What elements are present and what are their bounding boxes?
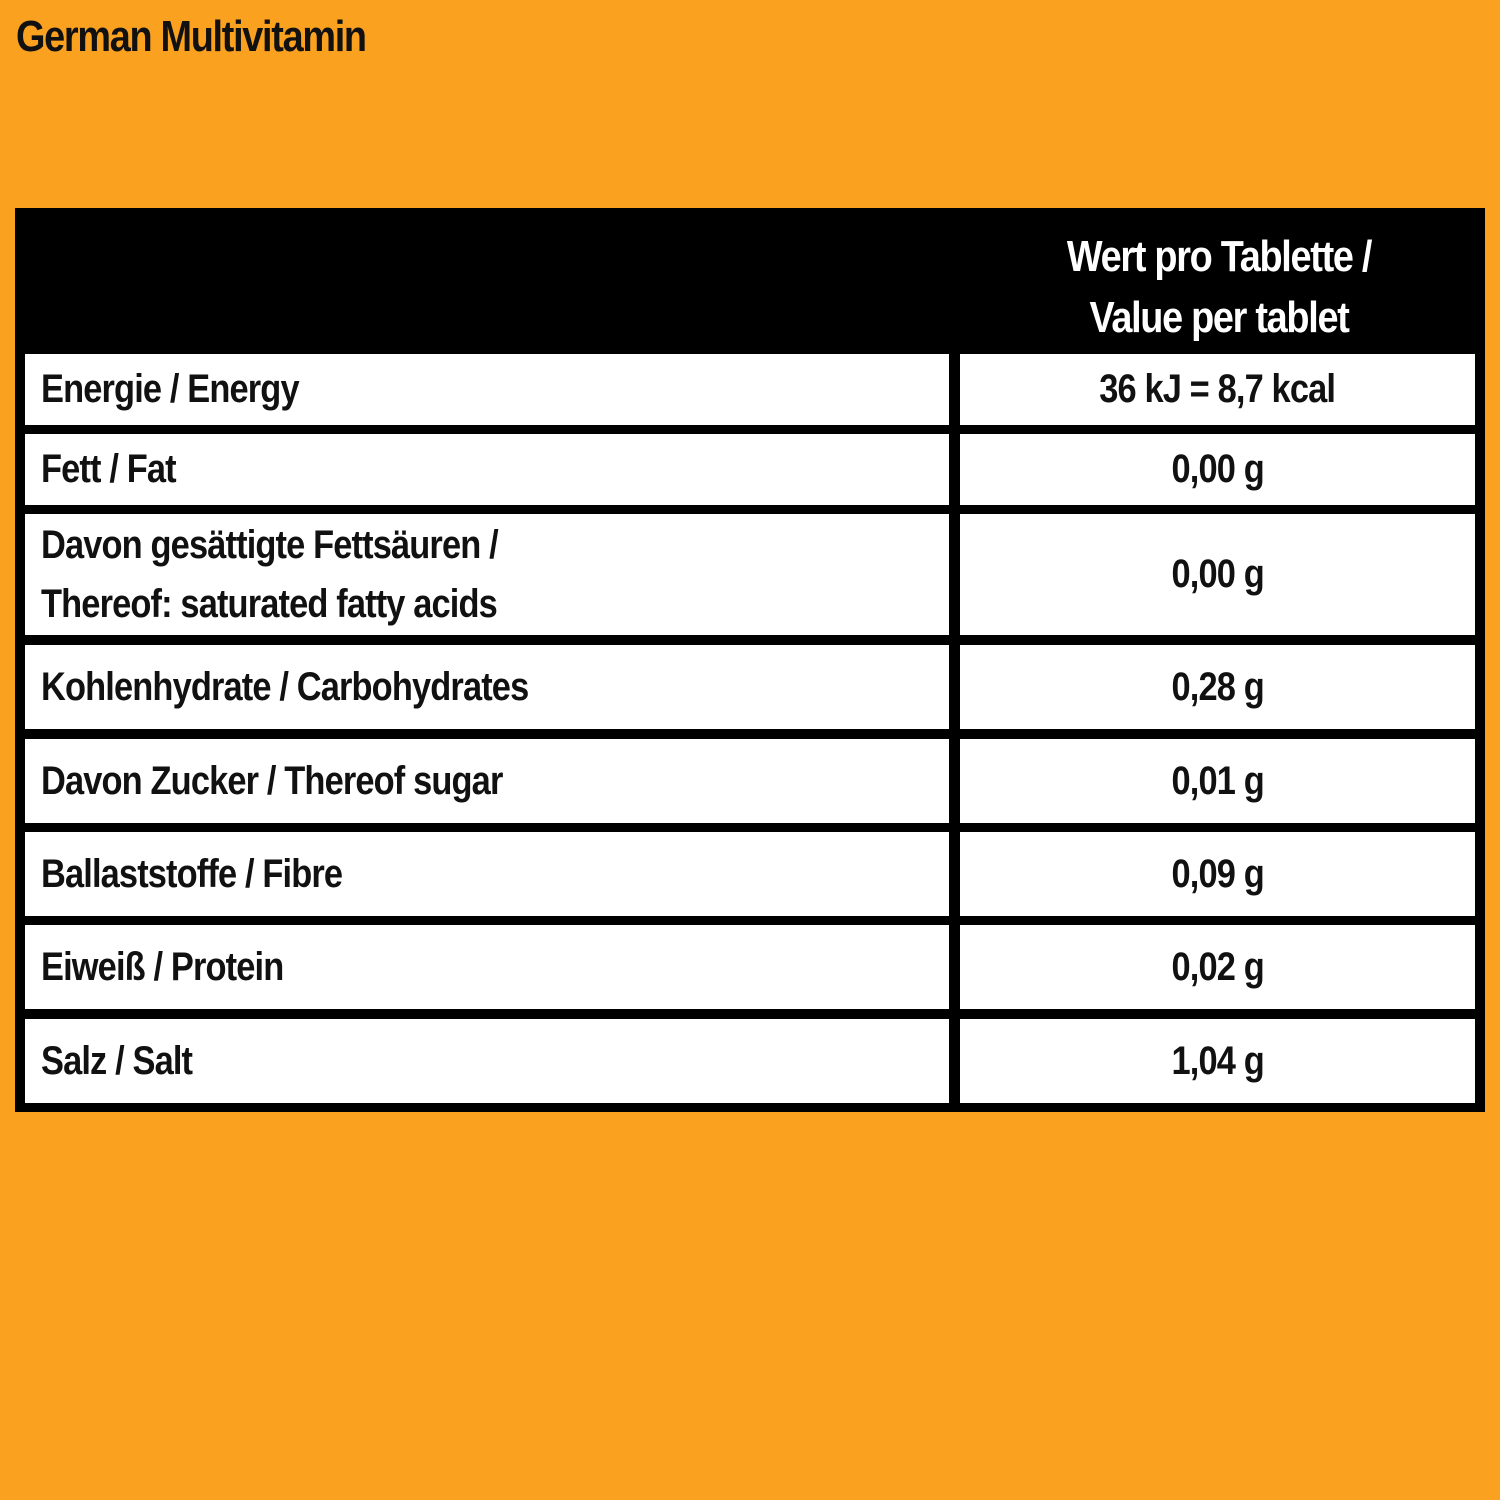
row-sugar-label: Davon Zucker / Thereof sugar: [25, 739, 949, 823]
row-energy-value: 36 kJ = 8,7 kcal: [960, 354, 1475, 425]
row-saturated-fat-label: Davon gesättigte Fettsäuren / Thereof: s…: [25, 514, 949, 635]
row-saturated-fat-value: 0,00 g: [960, 514, 1475, 635]
row-protein-value: 0,02 g: [960, 925, 1475, 1009]
row-sugar-value: 0,01 g: [960, 739, 1475, 823]
table-header: Wert pro Tablette / Value per tablet: [15, 208, 1485, 351]
row-energy-label: Energie / Energy: [25, 354, 949, 425]
row-salt-label: Salz / Salt: [25, 1019, 949, 1103]
row-fibre-value: 0,09 g: [960, 832, 1475, 916]
row-fibre-label: Ballaststoffe / Fibre: [25, 832, 949, 916]
header-value-line-1: Wert pro Tablette /: [1066, 232, 1372, 281]
row-protein-label: Eiweiß / Protein: [25, 925, 949, 1009]
row-carbohydrates-value: 0,28 g: [960, 645, 1475, 729]
row-fat-value: 0,00 g: [960, 434, 1475, 505]
header-value-column: Wert pro Tablette / Value per tablet: [959, 226, 1479, 348]
row-fat-label: Fett / Fat: [25, 434, 949, 505]
page-title: German Multivitamin: [16, 12, 367, 61]
row-carbohydrates-label: Kohlenhydrate / Carbohydrates: [25, 645, 949, 729]
header-value-line-2: Value per tablet: [1089, 293, 1349, 342]
row-salt-value: 1,04 g: [960, 1019, 1475, 1103]
nutrition-table: Wert pro Tablette / Value per tablet Ene…: [15, 208, 1485, 1112]
